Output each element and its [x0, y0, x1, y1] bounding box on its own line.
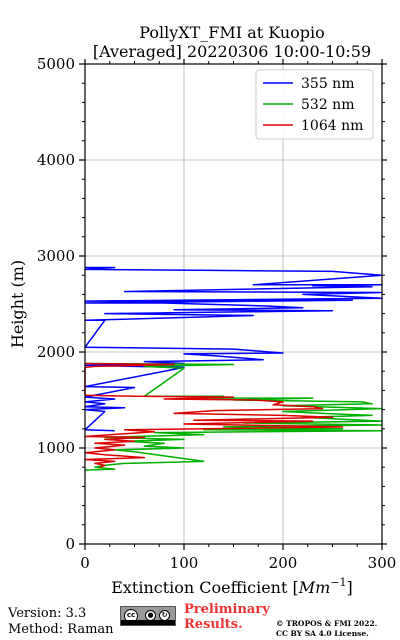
cc-license-badge: cc ● ↻ — [120, 606, 176, 626]
footer-info: Version: 3.3 Method: Raman — [8, 606, 114, 638]
series-line-532-nm — [84, 362, 383, 471]
x-axis-label-text: Extinction Coefficient [ — [111, 578, 299, 597]
x-axis-label-close: ] — [347, 578, 353, 597]
y-axis-label: Height (m) — [8, 260, 27, 348]
extinction-profile-chart: PollyXT_FMI at Kuopio [Averaged] 2022030… — [8, 23, 397, 597]
x-tick-label: 300 — [368, 554, 397, 572]
legend-box — [255, 69, 374, 140]
legend-label-1064: 1064 nm — [301, 118, 363, 134]
chart-subtitle: [Averaged] 20220306 10:00-10:59 — [93, 42, 371, 61]
chart-title: PollyXT_FMI at Kuopio — [139, 23, 325, 42]
x-axis-label-unit: Mm — [298, 578, 331, 597]
x-axis-label-exponent: −1 — [330, 576, 346, 589]
badge-bar — [121, 620, 175, 625]
x-tick-label: 0 — [80, 554, 90, 572]
preliminary-notice: Preliminary Results. — [184, 602, 270, 632]
y-tick-label: 5000 — [37, 55, 75, 73]
y-tick-label: 3000 — [37, 247, 75, 265]
copyright-line-2: CC BY SA 4.0 License. — [276, 629, 369, 638]
x-axis-label: Extinction Coefficient [Mm−1] — [111, 576, 353, 597]
y-tick-label: 2000 — [37, 343, 75, 361]
y-tick-label: 0 — [65, 535, 75, 553]
x-tick-label: 100 — [170, 554, 199, 572]
y-tick-label: 4000 — [37, 151, 75, 169]
copyright-line-1: © TROPOS & FMI 2022. — [276, 619, 378, 628]
series-line-1064-nm — [84, 362, 344, 468]
legend-label-532: 532 nm — [301, 97, 354, 113]
preliminary-line-1: Preliminary — [184, 602, 270, 617]
legend: 355 nm 532 nm 1064 nm — [255, 69, 374, 140]
y-tick-label: 1000 — [37, 439, 75, 457]
copyright-notice: © TROPOS & FMI 2022. CC BY SA 4.0 Licens… — [276, 619, 377, 639]
legend-label-355: 355 nm — [301, 76, 354, 92]
version-text: Version: 3.3 — [8, 606, 87, 621]
series-line-355-nm — [84, 266, 383, 432]
x-tick-label: 200 — [269, 554, 298, 572]
preliminary-line-2: Results. — [184, 617, 243, 632]
series-layer — [84, 266, 383, 471]
method-text: Method: Raman — [8, 622, 114, 637]
